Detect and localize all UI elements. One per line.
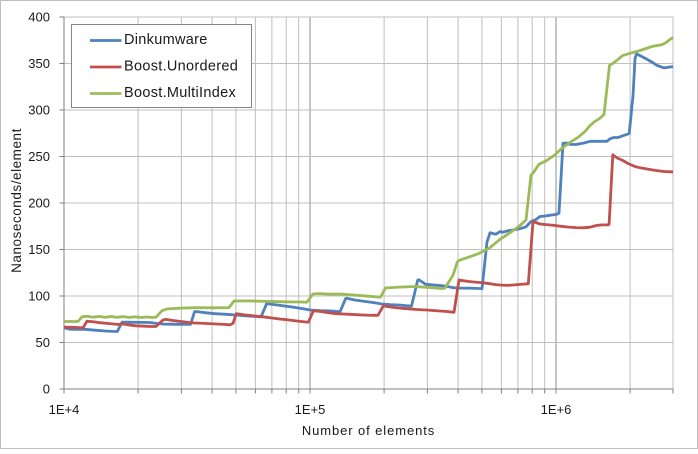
- svg-text:1E+4: 1E+4: [49, 402, 80, 417]
- svg-text:200: 200: [28, 196, 50, 211]
- svg-text:Number of elements: Number of elements: [302, 423, 435, 438]
- svg-text:Nanoseconds/element: Nanoseconds/element: [9, 128, 24, 273]
- svg-text:100: 100: [28, 289, 50, 304]
- svg-text:0: 0: [43, 382, 50, 397]
- svg-text:400: 400: [28, 10, 50, 25]
- svg-text:300: 300: [28, 103, 50, 118]
- svg-text:350: 350: [28, 56, 50, 71]
- svg-text:Boost.Unordered: Boost.Unordered: [124, 59, 238, 75]
- svg-text:1E+6: 1E+6: [541, 402, 572, 417]
- svg-text:250: 250: [28, 149, 50, 164]
- svg-text:150: 150: [28, 242, 50, 257]
- svg-text:Boost.MultiIndex: Boost.MultiIndex: [124, 85, 236, 101]
- svg-text:50: 50: [36, 335, 50, 350]
- svg-text:Dinkumware: Dinkumware: [124, 32, 208, 48]
- svg-text:1E+5: 1E+5: [295, 402, 326, 417]
